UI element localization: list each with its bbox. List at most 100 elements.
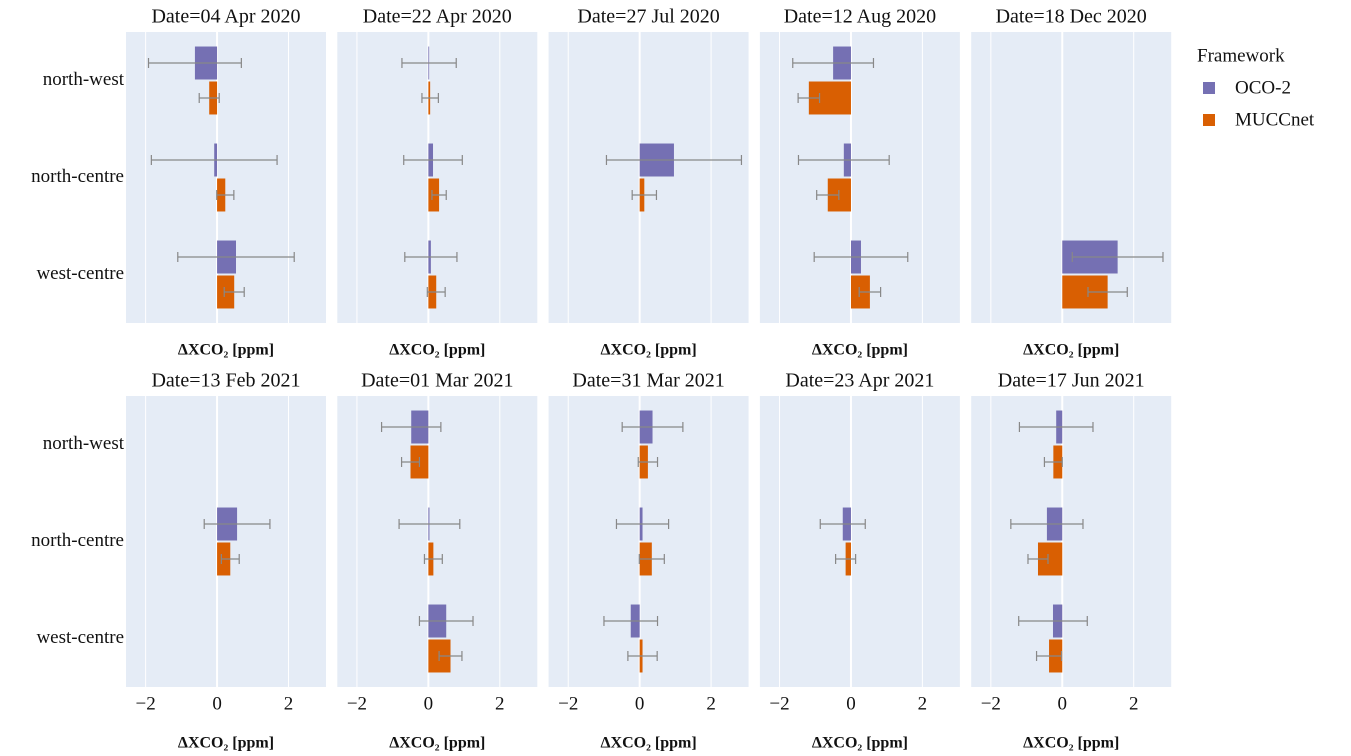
x-axis-label: ΔXCO₂ [ppm] [1023, 735, 1119, 752]
error-bar [637, 456, 659, 467]
chart-title: Date=12 Aug 2020 [784, 6, 936, 28]
error-bar [1035, 650, 1063, 661]
legend-swatch [1203, 114, 1215, 126]
error-bar [797, 92, 821, 103]
error-bar [1018, 422, 1094, 433]
y-tick-label: west-centre [36, 627, 124, 648]
x-tick-label: 2 [284, 693, 294, 714]
chart-title: Date=01 Mar 2021 [361, 370, 513, 392]
x-tick-label: 0 [635, 693, 645, 714]
error-bar [1071, 252, 1164, 263]
plot-background [126, 32, 326, 323]
x-tick-label: 0 [424, 693, 434, 714]
legend-label: MUCCnet [1235, 109, 1315, 130]
chart-title: Date=17 Jun 2021 [998, 370, 1145, 392]
error-bar [792, 58, 875, 69]
x-tick-label: 2 [918, 693, 928, 714]
error-bar [203, 519, 271, 530]
chart-title: Date=27 Jul 2020 [577, 6, 719, 28]
chart-title: Date=31 Mar 2021 [572, 370, 724, 392]
error-bar [198, 92, 220, 103]
legend-label: OCO-2 [1235, 77, 1291, 98]
x-axis-label: ΔXCO₂ [ppm] [812, 735, 908, 752]
x-tick-label: −2 [347, 693, 367, 714]
y-tick-label: north-west [43, 69, 125, 90]
error-bar [816, 189, 840, 200]
x-tick-label: 2 [1129, 693, 1139, 714]
error-bar [423, 553, 443, 564]
x-tick-label: −2 [558, 693, 578, 714]
error-bar [638, 553, 665, 564]
x-tick-label: 0 [846, 693, 856, 714]
error-bar [147, 58, 242, 69]
plot-background [337, 396, 538, 687]
error-bar [1010, 519, 1084, 530]
plot-background [759, 396, 960, 687]
legend-title: Framework [1197, 45, 1285, 66]
error-bar [1043, 456, 1063, 467]
x-tick-label: −2 [136, 693, 156, 714]
error-bar [400, 456, 421, 467]
error-bar [813, 252, 909, 263]
error-bar [1027, 553, 1049, 564]
error-bar [421, 92, 439, 103]
x-tick-label: −2 [981, 693, 1001, 714]
plot-background [337, 32, 538, 323]
chart-title: Date=18 Dec 2020 [996, 6, 1147, 28]
chart-title: Date=04 Apr 2020 [151, 6, 300, 28]
y-tick-label: north-centre [31, 530, 124, 551]
error-bar [403, 155, 463, 166]
x-axis-label: ΔXCO₂ [ppm] [389, 342, 485, 359]
x-tick-label: −2 [769, 693, 789, 714]
error-bar [615, 519, 670, 530]
chart-title: Date=22 Apr 2020 [363, 6, 512, 28]
y-tick-label: west-centre [36, 263, 124, 284]
error-bar [404, 252, 458, 263]
plot-background [971, 32, 1172, 323]
plot-background [548, 32, 749, 323]
plot-background [971, 396, 1172, 687]
legend-swatch [1203, 82, 1215, 94]
x-tick-label: 0 [212, 693, 222, 714]
error-bar [401, 58, 457, 69]
x-axis-label: ΔXCO₂ [ppm] [178, 735, 274, 752]
error-bar [621, 422, 684, 433]
error-bar [819, 519, 866, 530]
error-bar [438, 650, 463, 661]
y-tick-label: north-west [43, 433, 125, 454]
error-bar [627, 650, 658, 661]
error-bar [431, 189, 447, 200]
x-tick-label: 0 [1058, 693, 1068, 714]
x-axis-label: ΔXCO₂ [ppm] [389, 735, 485, 752]
plot-background [548, 396, 749, 687]
error-bar [216, 189, 235, 200]
error-bar [398, 519, 461, 530]
x-tick-label: 2 [706, 693, 716, 714]
error-bar [426, 286, 446, 297]
x-tick-label: 2 [495, 693, 505, 714]
error-bar [603, 616, 659, 627]
plot-background [126, 396, 326, 687]
error-bar [631, 189, 658, 200]
error-bar [150, 155, 278, 166]
chart-title: Date=13 Feb 2021 [151, 370, 300, 392]
x-axis-label: ΔXCO₂ [ppm] [601, 342, 697, 359]
error-bar [220, 553, 240, 564]
error-bar [1087, 286, 1128, 297]
error-bar [223, 286, 245, 297]
error-bar [418, 616, 474, 627]
error-bar [380, 422, 442, 433]
x-axis-label: ΔXCO₂ [ppm] [601, 735, 697, 752]
y-tick-label: north-centre [31, 166, 124, 187]
error-bar [797, 155, 890, 166]
chart-title: Date=23 Apr 2021 [785, 370, 934, 392]
error-bar [1018, 616, 1088, 627]
x-axis-label: ΔXCO₂ [ppm] [178, 342, 274, 359]
error-bar [177, 252, 295, 263]
x-axis-label: ΔXCO₂ [ppm] [812, 342, 908, 359]
plot-background [759, 32, 960, 323]
error-bar [605, 155, 743, 166]
error-bar [835, 553, 857, 564]
